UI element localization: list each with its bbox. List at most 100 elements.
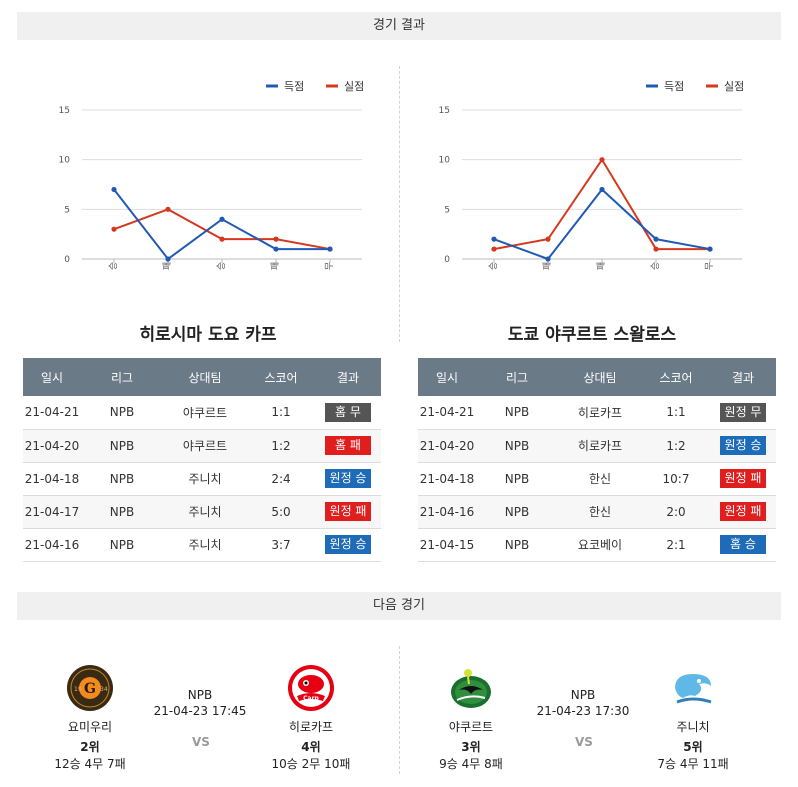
score-cell: 3:7 [247, 528, 315, 562]
score-cell: 1:2 [247, 429, 315, 463]
result-badge: 원정 패 [719, 502, 767, 521]
data-point [599, 186, 605, 193]
svg-text:Carp: Carp [303, 695, 319, 702]
league-cell: NPB [81, 396, 163, 430]
team1-chart: 0 5 10 15 승 패 승 패 무 득점 실점 [20, 64, 380, 284]
league-cell: NPB [476, 429, 558, 463]
result-badge: 원정 승 [719, 436, 767, 455]
score-cell: 1:1 [642, 396, 710, 430]
series-line-conceded [113, 208, 331, 251]
league-cell: NPB [476, 495, 558, 529]
game-datetime: 21-04-23 17:45 [153, 704, 247, 718]
score-cell: 5:0 [247, 495, 315, 529]
opponent-cell: 주니치 [163, 462, 247, 496]
y-tick-label: 10 [439, 156, 451, 166]
legend-label-scored: 득점 [664, 80, 684, 93]
col-league: 리그 [476, 358, 558, 396]
data-point [491, 246, 497, 252]
league-label: NPB [570, 688, 596, 702]
data-point [653, 246, 659, 252]
result-cell: 원정 패 [710, 462, 776, 496]
opponent-cell: 요코베이 [558, 528, 642, 562]
team-name: 야쿠르트 [448, 720, 494, 734]
yakult-swallows-logo-icon [447, 664, 495, 712]
legend-label-conceded: 실점 [724, 80, 744, 93]
result-badge: 원정 패 [719, 469, 767, 488]
table-row: 21-04-15 NPB 요코베이 2:1 홈 승 [418, 528, 776, 562]
date-cell: 21-04-20 [23, 429, 81, 463]
league-cell: NPB [81, 495, 163, 529]
table-row: 21-04-20 NPB 야쿠르트 1:2 홈 패 [23, 429, 381, 463]
data-point [219, 216, 225, 222]
next-game2-away-team[interactable]: 주니치 5위 7승 4무 11패 [638, 664, 748, 772]
y-tick-label: 15 [59, 106, 70, 116]
result-badge: 원정 승 [324, 469, 372, 488]
x-tick-label: 패 [270, 262, 281, 270]
x-tick-label: 패 [596, 262, 607, 270]
team1-results-table: 일시 리그 상대팀 스코어 결과 21-04-21 NPB 야쿠르트 1:1 홈 무 21… [23, 358, 381, 562]
next-game1-home-team[interactable]: G 19 34 요미우리 2위 12승 4무 7패 [35, 664, 145, 772]
legend-label-scored: 득점 [284, 80, 304, 93]
yomiuri-giants-logo-icon: G 19 34 [66, 664, 114, 712]
team-record: 12승 4무 7패 [54, 757, 126, 771]
team1-score-chart: 0 5 10 15 승 패 승 패 무 득점 실점 [59, 80, 365, 270]
y-tick-label: 15 [439, 106, 450, 116]
team-rank: 5위 [683, 740, 703, 754]
date-cell: 21-04-17 [23, 495, 81, 529]
next-game2-home-team[interactable]: 야쿠르트 3위 9승 4무 8패 [416, 664, 526, 772]
result-cell: 홈 패 [315, 429, 381, 463]
data-point [545, 236, 551, 242]
data-point [599, 157, 605, 163]
vs-label: VS [192, 735, 210, 749]
team-name: 요미우리 [67, 720, 113, 734]
table-row: 21-04-17 NPB 주니치 5:0 원정 패 [23, 495, 381, 529]
team-record: 7승 4무 11패 [657, 757, 729, 771]
svg-text:19: 19 [74, 686, 82, 693]
result-cell: 홈 승 [710, 528, 776, 562]
date-cell: 21-04-16 [23, 528, 81, 562]
score-cell: 1:2 [642, 429, 710, 463]
score-cell: 2:4 [247, 462, 315, 496]
col-score: 스코어 [642, 358, 710, 396]
opponent-cell: 한신 [558, 495, 642, 529]
x-tick-label: 승 [216, 262, 227, 270]
table-header-row: 일시 리그 상대팀 스코어 결과 [23, 358, 381, 396]
table-row: 21-04-18 NPB 주니치 2:4 원정 승 [23, 462, 381, 496]
date-cell: 21-04-15 [418, 528, 476, 562]
opponent-cell: 주니치 [163, 495, 247, 529]
y-tick-label: 5 [444, 205, 450, 215]
data-point [273, 236, 279, 242]
date-cell: 21-04-21 [418, 396, 476, 430]
next-game1-info: NPB 21-04-23 17:45 [145, 688, 255, 718]
chunichi-dragons-logo-icon [669, 664, 717, 712]
hiroshima-carp-logo-icon: Carp [287, 664, 335, 712]
data-point [219, 236, 225, 242]
date-cell: 21-04-18 [23, 462, 81, 496]
x-tick-label: 승 [488, 262, 499, 270]
league-label: NPB [187, 688, 213, 702]
data-point [653, 236, 659, 242]
result-cell: 홈 무 [315, 396, 381, 430]
result-cell: 원정 무 [710, 396, 776, 430]
x-tick-label: 패 [542, 262, 553, 270]
team2-title: 도쿄 야쿠르트 스왈로스 [507, 325, 677, 345]
score-cell: 2:0 [642, 495, 710, 529]
svg-text:34: 34 [100, 686, 108, 693]
result-badge: 원정 승 [324, 535, 372, 554]
result-cell: 원정 승 [315, 528, 381, 562]
table-row: 21-04-20 NPB 히로카프 1:2 원정 승 [418, 429, 776, 463]
col-date: 일시 [23, 358, 81, 396]
team1-title: 히로시마 도요 카프 [139, 325, 277, 345]
team-record: 9승 4무 8패 [439, 757, 503, 771]
results-section-title: 경기 결과 [373, 18, 425, 33]
result-cell: 원정 패 [315, 495, 381, 529]
data-point [707, 246, 713, 252]
result-badge: 원정 무 [719, 402, 767, 422]
col-score: 스코어 [247, 358, 315, 396]
col-opponent: 상대팀 [163, 358, 247, 396]
next-game2-info: NPB 21-04-23 17:30 [528, 688, 638, 718]
score-cell: 10:7 [642, 462, 710, 496]
opponent-cell: 야쿠르트 [163, 396, 247, 430]
next-game1-away-team[interactable]: Carp 히로카프 4위 10승 2무 10패 [256, 664, 366, 772]
